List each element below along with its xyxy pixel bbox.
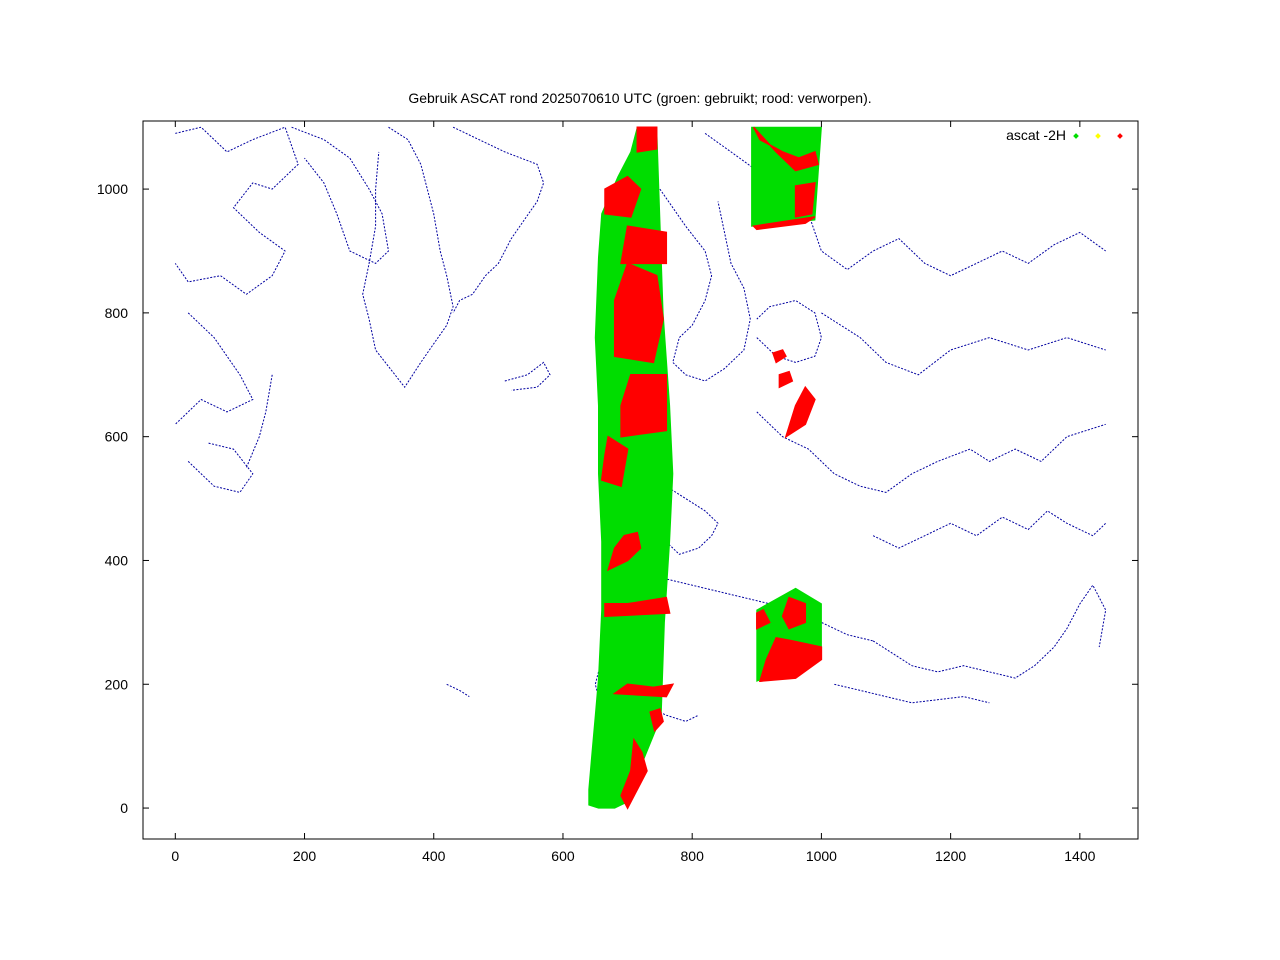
rejected-patch [612, 683, 675, 698]
coastline-path [627, 460, 719, 555]
coastline-path [446, 683, 470, 698]
x-tick-label: 0 [171, 848, 179, 864]
rejected-patch [606, 531, 642, 572]
y-tick-label: 0 [120, 800, 128, 816]
rejected-patch [620, 374, 668, 438]
rejected-patch [758, 636, 823, 683]
legend-label: ascat -2H [1006, 127, 1066, 143]
coastline-path [187, 442, 254, 493]
rejected-patch [781, 596, 807, 630]
rejected-patch [620, 225, 668, 265]
coastline-path [872, 510, 1107, 549]
coastline-path [174, 126, 299, 295]
plot-frame [142, 120, 1139, 840]
coastline-path [291, 126, 390, 265]
x-tick-label: 600 [551, 848, 575, 864]
rejected-patch [620, 737, 648, 810]
coastline-path [452, 126, 545, 314]
rejected-patch [752, 126, 820, 172]
legend-marker [1095, 133, 1101, 139]
x-tick-label: 200 [293, 848, 317, 864]
y-tick-label: 400 [105, 552, 129, 568]
rejected-layer [600, 126, 823, 810]
x-tick-label: 1400 [1064, 848, 1095, 864]
rejected-patch [794, 182, 816, 218]
coastline-path [872, 584, 1107, 679]
coastline-path [821, 312, 1106, 376]
rejected-patch [751, 216, 816, 231]
y-tick-label: 200 [105, 676, 129, 692]
legend: ascat -2H [1006, 127, 1123, 143]
rejected-patch [636, 126, 658, 153]
y-tick-label: 800 [105, 305, 129, 321]
x-axis: 0 200 400 600 800 1000 1200 1400 [171, 121, 1096, 864]
rejected-patch [604, 175, 642, 218]
legend-marker [1073, 133, 1079, 139]
rejected-patch [756, 609, 771, 630]
y-axis: 0 200 400 600 800 1000 [97, 181, 1138, 816]
coastline-path [659, 188, 751, 382]
x-tick-label: 800 [681, 848, 705, 864]
rejected-patch [604, 596, 671, 617]
x-tick-label: 1000 [806, 848, 837, 864]
y-tick-label: 600 [105, 429, 129, 445]
coastline-path [504, 361, 551, 391]
rejected-patch [600, 435, 629, 488]
coastline-path [704, 132, 1106, 277]
x-tick-label: 1200 [935, 848, 966, 864]
x-tick-label: 400 [422, 848, 446, 864]
coastline-path [756, 411, 1106, 493]
rejected-patch [613, 262, 664, 364]
y-tick-label: 1000 [97, 181, 128, 197]
coastline-path [245, 374, 273, 468]
rejected-patch [772, 349, 787, 364]
rejected-patch [778, 370, 794, 389]
coastline-layer [174, 126, 1107, 772]
coastline-path [362, 126, 454, 389]
chart-title: Gebruik ASCAT rond 2025070610 UTC (groen… [408, 90, 871, 106]
rejected-patch [649, 708, 664, 733]
rejected-patch [784, 385, 816, 439]
legend-marker [1117, 133, 1123, 139]
coastline-path [174, 312, 254, 425]
